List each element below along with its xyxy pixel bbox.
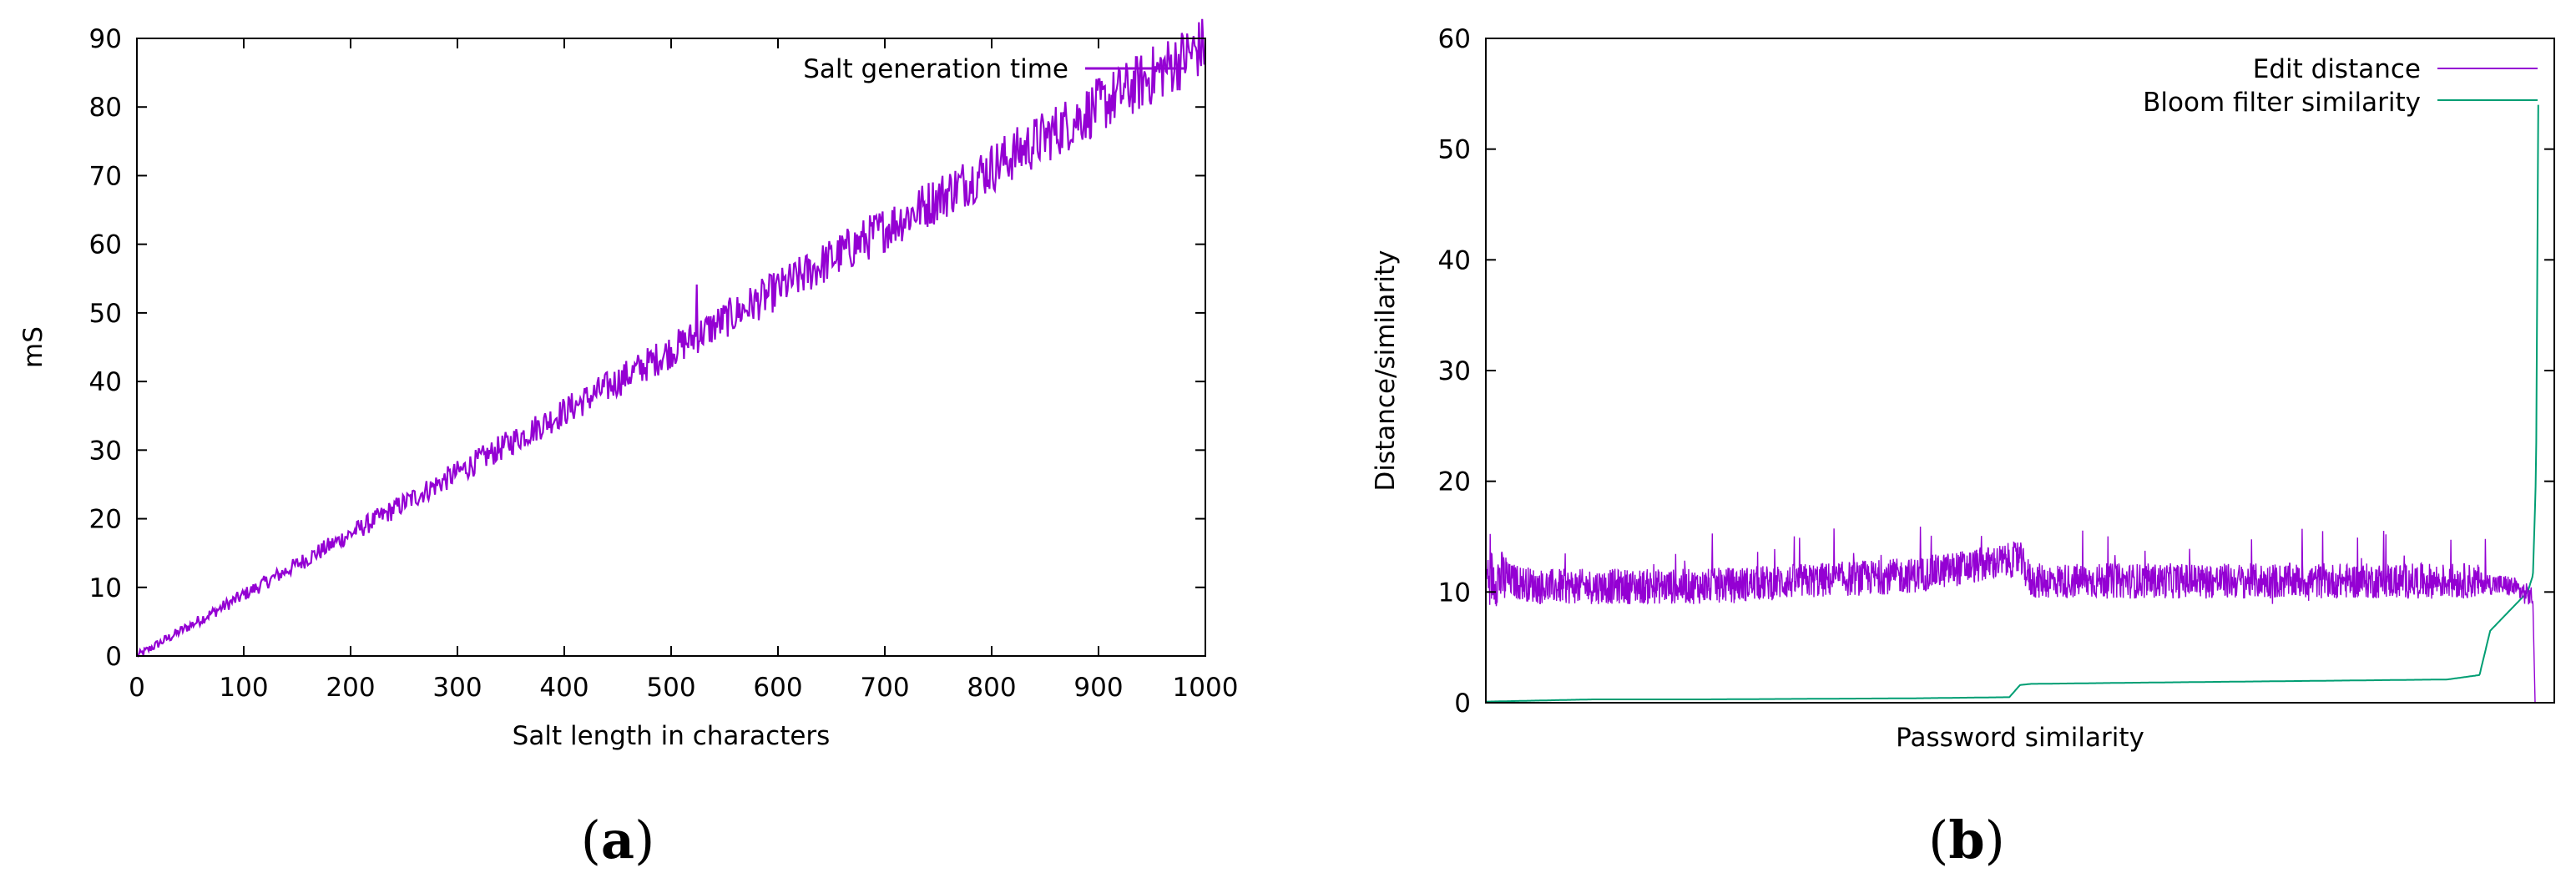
chart-a-caption: (a)	[581, 810, 655, 870]
chart-a-x-tick-label: 700	[860, 673, 909, 703]
chart-a-legend-label: Salt generation time	[803, 54, 1068, 84]
chart-a-x-tick-label: 100	[219, 673, 268, 703]
chart-a-x-tick-label: 300	[432, 673, 482, 703]
chart-a-y-tick-label: 40	[89, 367, 122, 397]
chart-a-y-tick-label: 10	[89, 573, 122, 603]
chart-a-y-ticks: 0 10 20 30 40 50 60 70 80 90	[89, 24, 1205, 672]
chart-a-x-tick-label: 500	[646, 673, 695, 703]
chart-a-x-ticks: 0 100 200 300 400 500 600 700 800 900 1000	[129, 38, 1238, 703]
chart-a-x-axis-label: Salt length in characters	[513, 721, 831, 751]
chart-a: 0 100 200 300 400 500 600 700 800 900 1000 0 10 20 30…	[18, 18, 1238, 870]
chart-a-x-tick-label: 400	[539, 673, 588, 703]
chart-b-y-tick-label: 0	[1454, 689, 1471, 719]
chart-b-series-bloom-filter-similarity	[1486, 104, 2539, 703]
chart-b-legend-label-edit-distance: Edit distance	[2253, 54, 2421, 84]
chart-a-x-tick-label: 600	[753, 673, 802, 703]
chart-a-y-tick-label: 30	[89, 436, 122, 466]
chart-b-legend: Edit distance Bloom filter similarity	[2143, 54, 2538, 118]
chart-b-x-axis-label: Password similarity	[1896, 723, 2144, 753]
chart-b-y-tick-label: 20	[1438, 467, 1471, 497]
chart-a-caption-letter: a	[601, 810, 634, 870]
chart-b-caption: (b)	[1928, 810, 2005, 870]
chart-a-y-tick-label: 90	[89, 24, 122, 54]
chart-a-x-tick-label: 0	[129, 673, 145, 703]
chart-a-y-tick-label: 70	[89, 161, 122, 191]
chart-b-plot-frame	[1485, 38, 2555, 704]
chart-a-y-tick-label: 50	[89, 299, 122, 329]
chart-b-y-tick-label: 30	[1438, 356, 1471, 386]
chart-a-y-tick-label: 80	[89, 93, 122, 123]
chart-a-y-tick-label: 20	[89, 505, 122, 535]
chart-b-line-bloom-filter-similarity	[1486, 104, 2539, 703]
chart-a-y-tick-label: 60	[89, 230, 122, 260]
chart-a-legend: Salt generation time	[803, 54, 1185, 84]
chart-a-x-tick-label: 1000	[1173, 673, 1239, 703]
chart-b: 0 10 20 30 40 50 60 Password similarity Distan…	[1371, 24, 2555, 870]
chart-b-y-tick-label: 10	[1438, 578, 1471, 608]
chart-b-series-edit-distance	[1485, 526, 2536, 704]
chart-b-y-axis-label: Distance/similarity	[1371, 250, 1401, 491]
chart-b-caption-letter: b	[1948, 810, 1984, 870]
chart-b-y-ticks: 0 10 20 30 40 50 60	[1438, 24, 2554, 719]
chart-b-line-edit-distance	[1485, 526, 2536, 704]
chart-a-series-salt-generation-time	[136, 18, 1207, 658]
chart-a-line-salt-generation-time	[136, 18, 1207, 658]
chart-a-x-tick-label: 200	[326, 673, 375, 703]
chart-b-y-tick-label: 40	[1438, 245, 1471, 275]
chart-a-y-tick-label: 0	[105, 642, 122, 672]
chart-b-y-tick-label: 50	[1438, 135, 1471, 165]
chart-a-y-axis-label: mS	[18, 326, 48, 368]
chart-b-legend-label-bloom-filter-similarity: Bloom filter similarity	[2143, 88, 2421, 118]
chart-a-x-tick-label: 900	[1073, 673, 1123, 703]
chart-a-x-tick-label: 800	[967, 673, 1016, 703]
chart-b-y-tick-label: 60	[1438, 24, 1471, 54]
